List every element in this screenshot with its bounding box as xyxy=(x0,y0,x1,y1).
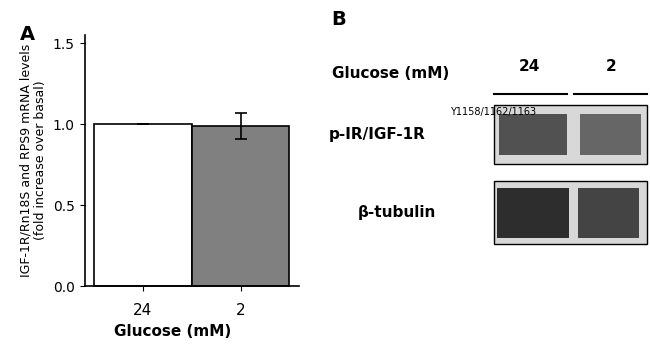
Bar xyxy=(580,114,641,155)
Bar xyxy=(578,188,639,238)
Bar xyxy=(192,126,289,286)
Text: Glucose (mM): Glucose (mM) xyxy=(114,324,231,339)
Bar xyxy=(494,181,647,244)
Text: A: A xyxy=(20,25,35,44)
Text: B: B xyxy=(332,10,346,29)
Text: 2: 2 xyxy=(236,303,245,318)
Bar xyxy=(494,105,647,164)
Text: p-IR/IGF-1R: p-IR/IGF-1R xyxy=(328,127,425,142)
Text: 2: 2 xyxy=(606,59,616,74)
Bar xyxy=(497,188,569,238)
Y-axis label: IGF-1R/Rn18S and RPS9 mRNA levels
(fold increase over basal): IGF-1R/Rn18S and RPS9 mRNA levels (fold … xyxy=(20,44,47,277)
Text: Glucose (mM): Glucose (mM) xyxy=(332,66,448,81)
Bar xyxy=(499,114,567,155)
Text: Y1158/1162/1163: Y1158/1162/1163 xyxy=(450,107,536,117)
Text: 24: 24 xyxy=(519,59,540,74)
Bar xyxy=(94,124,192,286)
Text: 24: 24 xyxy=(133,303,153,318)
Text: β-tubulin: β-tubulin xyxy=(358,206,436,220)
